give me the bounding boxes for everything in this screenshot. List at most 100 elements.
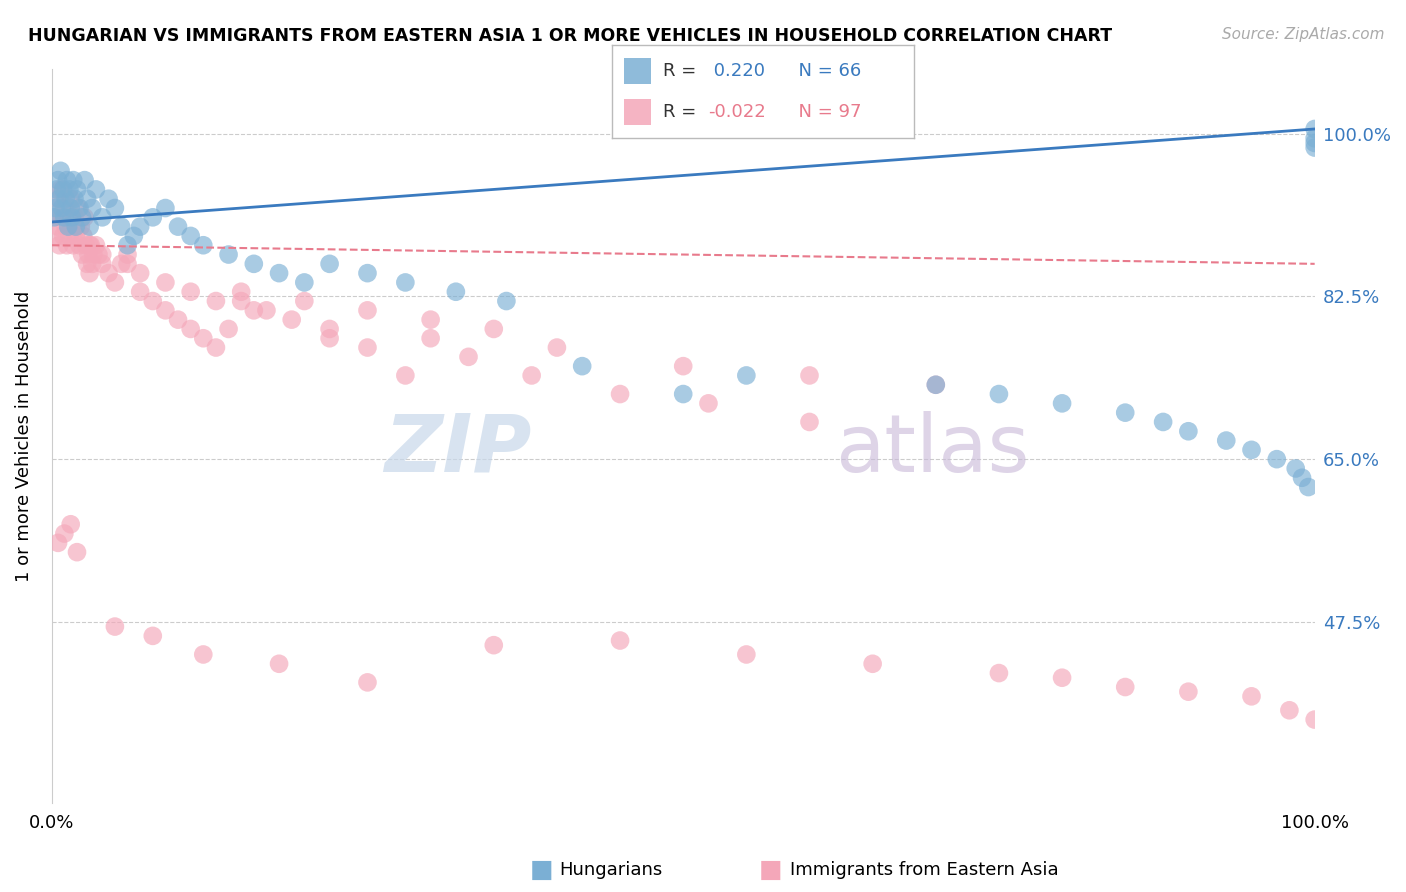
Point [672, 359, 695, 373]
Point [987, 666, 1010, 681]
Y-axis label: 1 or more Vehicles in Household: 1 or more Vehicles in Household [15, 290, 32, 582]
Point [394, 276, 416, 290]
Text: 0.220: 0.220 [709, 62, 765, 79]
Point [292, 293, 315, 308]
Point [1303, 140, 1326, 154]
Point [419, 331, 441, 345]
Point [110, 219, 132, 234]
Point [44, 211, 66, 225]
Point [56, 238, 79, 252]
Point [231, 285, 253, 299]
Point [76, 257, 98, 271]
Point [1278, 703, 1301, 717]
Point [1114, 406, 1136, 420]
Point [155, 201, 177, 215]
Point [67, 201, 90, 215]
Point [394, 368, 416, 383]
Point [79, 238, 101, 252]
Point [117, 257, 139, 271]
Point [69, 201, 91, 215]
Point [65, 219, 87, 234]
Point [482, 638, 505, 652]
Point [63, 211, 86, 225]
Point [117, 247, 139, 261]
Point [1152, 415, 1174, 429]
Point [205, 293, 228, 308]
Point [1303, 713, 1326, 727]
Point [52, 229, 75, 244]
Point [571, 359, 593, 373]
Text: Immigrants from Eastern Asia: Immigrants from Eastern Asia [790, 861, 1059, 879]
Point [84, 182, 107, 196]
Point [1177, 684, 1199, 698]
Point [1240, 690, 1263, 704]
Text: R =: R = [664, 103, 702, 121]
Point [520, 368, 543, 383]
Point [58, 229, 80, 244]
Point [73, 173, 96, 187]
FancyBboxPatch shape [624, 58, 651, 84]
Point [925, 377, 948, 392]
Point [925, 377, 948, 392]
Point [193, 648, 215, 662]
Point [45, 201, 67, 215]
FancyBboxPatch shape [624, 99, 651, 125]
Point [735, 368, 758, 383]
Point [91, 247, 114, 261]
Point [218, 247, 240, 261]
Point [1291, 471, 1313, 485]
Point [1303, 122, 1326, 136]
Text: Source: ZipAtlas.com: Source: ZipAtlas.com [1222, 27, 1385, 42]
Point [243, 303, 266, 318]
Point [91, 257, 114, 271]
Text: R =: R = [664, 62, 702, 79]
Point [1285, 461, 1308, 475]
Point [1050, 671, 1073, 685]
Point [44, 211, 66, 225]
Point [51, 201, 73, 215]
Point [1114, 680, 1136, 694]
Point [70, 247, 93, 261]
Point [53, 211, 76, 225]
Point [167, 219, 190, 234]
Point [292, 276, 315, 290]
Point [799, 415, 821, 429]
Point [142, 293, 165, 308]
Point [79, 266, 101, 280]
Text: ZIP: ZIP [384, 411, 531, 489]
Point [84, 238, 107, 252]
Point [76, 192, 98, 206]
Point [735, 648, 758, 662]
Point [97, 192, 120, 206]
Text: N = 66: N = 66 [787, 62, 862, 79]
Text: Hungarians: Hungarians [560, 861, 662, 879]
Point [49, 164, 72, 178]
Point [79, 219, 101, 234]
Point [318, 331, 340, 345]
Point [180, 322, 202, 336]
Point [419, 312, 441, 326]
Point [444, 285, 467, 299]
Point [63, 192, 86, 206]
Point [77, 247, 100, 261]
Point [862, 657, 884, 671]
Point [104, 276, 127, 290]
Point [72, 229, 94, 244]
Point [1215, 434, 1237, 448]
Point [69, 238, 91, 252]
Point [167, 312, 190, 326]
Point [142, 629, 165, 643]
Point [110, 257, 132, 271]
Text: ■: ■ [530, 858, 553, 881]
Point [356, 341, 378, 355]
Point [193, 331, 215, 345]
Point [66, 545, 89, 559]
Point [1303, 136, 1326, 150]
Point [218, 322, 240, 336]
Point [46, 536, 69, 550]
Point [75, 238, 97, 252]
Point [69, 219, 91, 234]
Point [60, 219, 83, 234]
Point [59, 192, 82, 206]
Point [129, 266, 152, 280]
